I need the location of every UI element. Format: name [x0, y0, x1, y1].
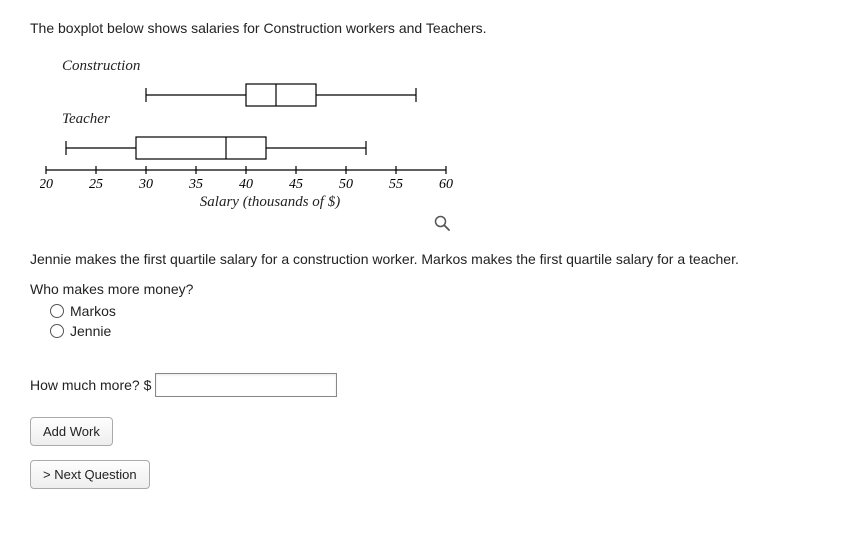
magnify-icon[interactable] — [434, 215, 817, 231]
next-question-button[interactable]: > Next Question — [30, 460, 150, 489]
radio-label: Jennie — [70, 323, 111, 339]
radio-label: Markos — [70, 303, 116, 319]
axis-title: Salary (thousands of $) — [130, 194, 410, 211]
svg-text:45: 45 — [289, 177, 303, 192]
add-work-button[interactable]: Add Work — [30, 417, 113, 446]
who-question: Who makes more money? — [30, 281, 817, 297]
scenario-text: Jennie makes the first quartile salary f… — [30, 251, 817, 267]
svg-text:35: 35 — [188, 177, 203, 192]
svg-text:25: 25 — [89, 177, 103, 192]
how-much-label: How much more? $ — [30, 377, 151, 393]
radio-icon — [50, 304, 64, 318]
svg-text:50: 50 — [339, 177, 353, 192]
x-axis: 20 25 30 35 40 45 50 55 60 — [40, 164, 460, 194]
series-label-construction: Construction — [62, 58, 817, 75]
svg-text:55: 55 — [389, 177, 403, 192]
series-label-teacher: Teacher — [62, 111, 817, 128]
chevron-right-icon: > — [43, 467, 51, 482]
svg-text:30: 30 — [138, 177, 153, 192]
svg-text:40: 40 — [239, 177, 253, 192]
boxplot-chart: Construction Teacher 202530354045505560 … — [40, 58, 817, 231]
svg-text:20: 20 — [40, 177, 53, 192]
amount-input[interactable] — [155, 373, 337, 397]
radio-option-markos[interactable]: Markos — [50, 303, 817, 319]
boxplot-construction — [40, 79, 460, 111]
description-text: The boxplot below shows salaries for Con… — [30, 20, 817, 36]
radio-option-jennie[interactable]: Jennie — [50, 323, 817, 339]
svg-text:60: 60 — [439, 177, 453, 192]
next-label: Next Question — [54, 467, 136, 482]
boxplot-teacher — [40, 132, 460, 164]
radio-icon — [50, 324, 64, 338]
